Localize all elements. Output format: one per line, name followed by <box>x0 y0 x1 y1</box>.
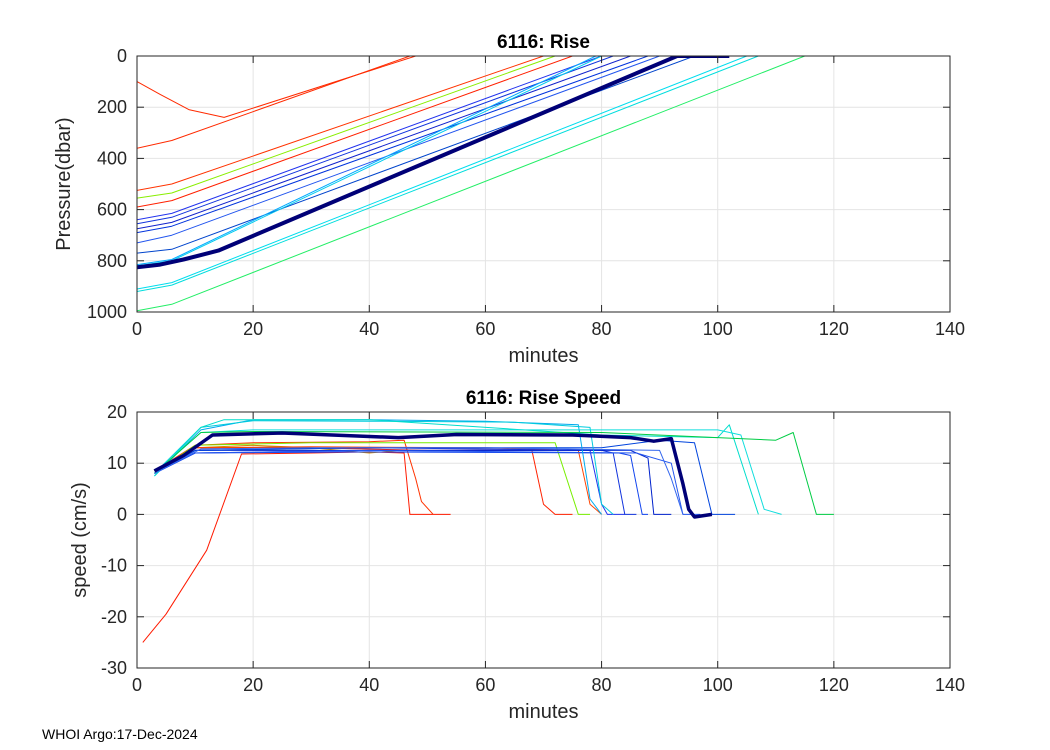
y-tick-label: -10 <box>101 556 127 576</box>
x-tick-label: 40 <box>359 319 379 339</box>
series-line-profile-9 <box>137 56 648 230</box>
axes-box <box>136 55 951 313</box>
plot-area <box>137 412 950 668</box>
series-line-profile-16 <box>137 56 799 292</box>
rise-speed-axes: 0 20 40 60 80 100 120 140 -30 -20 -10 0 10 20 6116: Ri… <box>69 388 965 723</box>
x-tick-label: 140 <box>935 319 965 339</box>
x-tick-label: 40 <box>359 675 379 695</box>
y-tick-label: 10 <box>107 453 127 473</box>
series-line-speed-mean <box>153 431 713 519</box>
series-line-speed-14 <box>154 420 614 515</box>
x-tick-label: 140 <box>935 675 965 695</box>
x-axis-label: minutes <box>508 345 578 367</box>
axes-box <box>136 411 951 669</box>
series-line-profile-13 <box>137 56 625 266</box>
y-tick-label: -20 <box>101 607 127 627</box>
series-line-profile-15 <box>137 56 788 290</box>
series-line-speed-6 <box>154 442 590 515</box>
series-group <box>142 419 834 643</box>
y-axis-label: Pressure(dbar) <box>53 117 75 250</box>
series-line-speed-18 <box>154 447 684 515</box>
y-axis-label: speed (cm/s) <box>69 482 91 598</box>
x-tick-label: 20 <box>243 675 263 695</box>
series-line-speed-17 <box>154 431 834 515</box>
x-tick-label: 80 <box>592 675 612 695</box>
x-tick-label: 100 <box>703 319 733 339</box>
series-line-profile-11 <box>137 56 689 244</box>
chart-title: 6116: Rise <box>497 32 590 53</box>
series-line-profile-5 <box>137 56 590 199</box>
x-tick-label: 60 <box>475 675 495 695</box>
series-line-profile-10 <box>137 56 672 234</box>
x-tick-label: 0 <box>132 675 142 695</box>
series-group <box>137 56 858 312</box>
y-tick-label: 400 <box>97 148 127 168</box>
series-line-profile-1 <box>137 56 474 118</box>
y-tick-label: 800 <box>97 251 127 271</box>
x-axis-label: minutes <box>508 701 578 723</box>
plot-area <box>137 56 950 312</box>
series-line-profile-7 <box>137 56 625 221</box>
x-tick-label: 60 <box>475 319 495 339</box>
y-tick-label: 600 <box>97 200 127 220</box>
series-line-profile-8 <box>137 56 637 225</box>
x-tick-label: 120 <box>819 319 849 339</box>
x-tick-label: 20 <box>243 319 263 339</box>
y-tick-label: 20 <box>107 402 127 422</box>
chart-title: 6116: Rise Speed <box>466 388 621 409</box>
series-line-profile-mean <box>137 56 730 270</box>
series-line-profile-4 <box>137 56 602 208</box>
x-tick-label: 120 <box>819 675 849 695</box>
x-tick-label: 0 <box>132 319 142 339</box>
series-line-profile-2 <box>137 56 428 149</box>
series-line-speed-12 <box>154 439 736 515</box>
x-tick-label: 100 <box>703 675 733 695</box>
rise-axes: 0 20 40 60 80 100 120 140 0 200 400 600 800 1000 6116:… <box>53 32 965 367</box>
footer-label: WHOI Argo:17-Dec-2024 <box>42 726 198 742</box>
series-line-profile-3 <box>137 56 573 191</box>
y-tick-label: 200 <box>97 97 127 117</box>
series-line-speed-13 <box>154 419 602 515</box>
series-line-profile-17 <box>137 56 858 312</box>
series-line-profile-12 <box>137 56 718 254</box>
y-tick-label: 0 <box>117 46 127 66</box>
y-tick-label: 0 <box>117 504 127 524</box>
x-tick-label: 80 <box>592 319 612 339</box>
y-tick-label: 1000 <box>87 302 127 322</box>
y-tick-label: -30 <box>101 658 127 678</box>
